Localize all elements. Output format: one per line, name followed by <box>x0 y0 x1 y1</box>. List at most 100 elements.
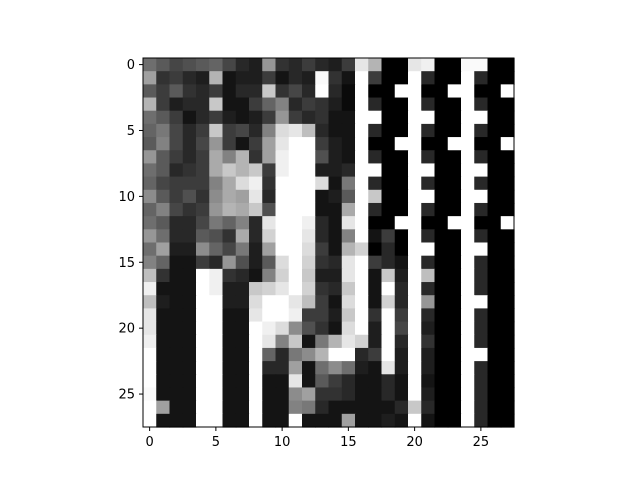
heatmap-cell <box>315 308 330 323</box>
heatmap-cell <box>182 308 197 323</box>
heatmap-cell <box>182 242 197 257</box>
heatmap-cell <box>275 242 290 257</box>
heatmap-cell <box>169 137 184 151</box>
heatmap-cell <box>169 71 184 85</box>
heatmap-cell <box>235 361 250 375</box>
heatmap-cell <box>328 71 343 85</box>
heatmap-cell <box>262 189 277 204</box>
heatmap-cell <box>222 400 237 415</box>
heatmap-cell <box>394 308 409 323</box>
heatmap-cell <box>500 97 515 112</box>
heatmap-cell <box>487 255 502 270</box>
heatmap-cell <box>235 295 250 309</box>
heatmap-cell <box>169 229 184 244</box>
heatmap-cell <box>408 255 422 270</box>
heatmap-cell <box>434 374 449 389</box>
heatmap-cell <box>408 374 422 389</box>
heatmap-cell <box>447 176 462 191</box>
heatmap-cell <box>487 413 502 428</box>
heatmap-cell <box>209 229 224 244</box>
heatmap-cell <box>408 282 422 296</box>
heatmap-cell <box>143 163 157 178</box>
heatmap-cell <box>169 123 184 138</box>
heatmap-cell <box>182 321 197 336</box>
heatmap-cell <box>355 216 369 230</box>
heatmap-cell <box>288 202 303 217</box>
heatmap-cell <box>474 97 489 112</box>
heatmap-cell <box>209 137 224 151</box>
heatmap-cell <box>196 123 210 138</box>
heatmap-cell <box>156 295 171 309</box>
heatmap-cell <box>275 71 290 85</box>
heatmap-cell <box>394 189 409 204</box>
heatmap-cell <box>381 400 396 415</box>
heatmap-cell <box>196 295 210 309</box>
heatmap-cell <box>196 282 210 296</box>
heatmap-cell <box>249 58 263 72</box>
heatmap-cell <box>355 282 369 296</box>
heatmap-cell <box>288 347 303 362</box>
heatmap-cell <box>262 255 277 270</box>
heatmap-cell <box>235 137 250 151</box>
heatmap-cell <box>143 413 157 428</box>
heatmap-cell <box>235 321 250 336</box>
heatmap-cell <box>235 202 250 217</box>
heatmap-cell <box>156 123 171 138</box>
heatmap-cell <box>328 84 343 99</box>
heatmap-cell <box>434 242 449 257</box>
heatmap-cell <box>143 387 157 402</box>
heatmap-cell <box>421 202 436 217</box>
heatmap-cell <box>447 97 462 112</box>
heatmap-cell <box>196 58 210 72</box>
heatmap-cell <box>461 110 475 125</box>
heatmap-cell <box>421 123 436 138</box>
heatmap-cell <box>368 202 383 217</box>
heatmap-cell <box>222 71 237 85</box>
heatmap-cell <box>394 137 409 151</box>
heatmap-cell <box>381 255 396 270</box>
heatmap-cell <box>500 216 515 230</box>
heatmap-cell <box>249 295 263 309</box>
heatmap-cell <box>500 150 515 165</box>
heatmap-cell <box>302 361 316 375</box>
heatmap-cell <box>355 361 369 375</box>
heatmap-cell <box>156 334 171 349</box>
heatmap-cell <box>235 308 250 323</box>
heatmap-cell <box>355 242 369 257</box>
heatmap-cell <box>368 189 383 204</box>
heatmap-cell <box>209 202 224 217</box>
heatmap-cell <box>209 216 224 230</box>
heatmap-cell <box>461 189 475 204</box>
heatmap-cell <box>288 242 303 257</box>
heatmap-cell <box>487 347 502 362</box>
heatmap-cell <box>275 216 290 230</box>
heatmap-cell <box>328 216 343 230</box>
heatmap-cell <box>447 242 462 257</box>
heatmap-cell <box>394 268 409 283</box>
heatmap-cell <box>355 268 369 283</box>
heatmap-cell <box>355 71 369 85</box>
heatmap-cell <box>487 387 502 402</box>
heatmap-cell <box>461 137 475 151</box>
heatmap-cell <box>156 268 171 283</box>
heatmap-cell <box>235 176 250 191</box>
heatmap-cell <box>474 413 489 428</box>
heatmap-cell <box>209 321 224 336</box>
plot-frame <box>142 57 515 428</box>
heatmap-cell <box>394 58 409 72</box>
y-tick-label: 5 <box>127 124 135 139</box>
heatmap-cell <box>341 334 356 349</box>
heatmap-cell <box>156 58 171 72</box>
heatmap-cell <box>275 202 290 217</box>
heatmap-cell <box>196 150 210 165</box>
heatmap-cell <box>461 308 475 323</box>
heatmap-cell <box>315 334 330 349</box>
heatmap-cell <box>169 347 184 362</box>
heatmap-cell <box>235 334 250 349</box>
heatmap-cell <box>262 321 277 336</box>
heatmap-cell <box>288 361 303 375</box>
heatmap-cell <box>262 268 277 283</box>
heatmap-cell <box>156 347 171 362</box>
heatmap-cell <box>368 229 383 244</box>
heatmap-cell <box>275 282 290 296</box>
